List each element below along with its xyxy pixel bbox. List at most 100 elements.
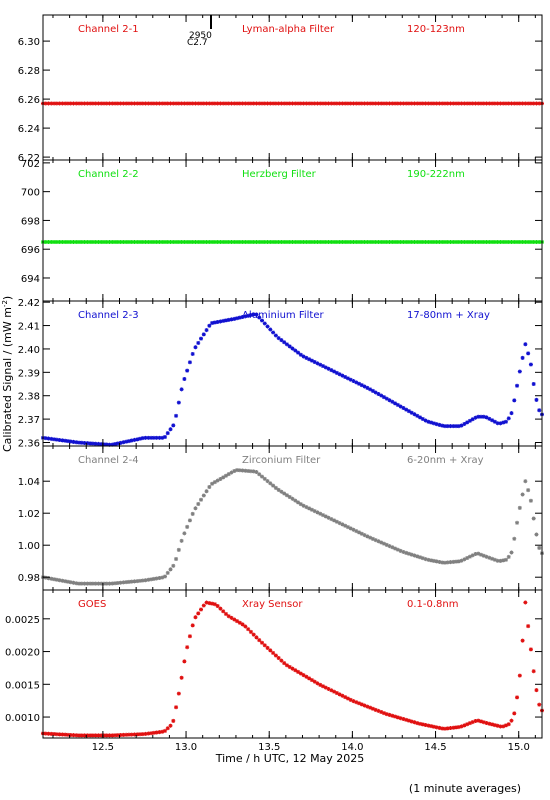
data-point	[143, 731, 148, 736]
data-point	[99, 442, 104, 447]
data-point	[154, 730, 159, 735]
panel-4: 0.98 1.00 1.02 1.04 Channel 2-4 Zirconium Fil…	[18, 445, 544, 591]
data-point	[370, 388, 375, 393]
data-point	[307, 676, 312, 681]
data-point	[74, 581, 79, 586]
data-point	[121, 101, 126, 106]
data-point	[376, 539, 381, 544]
data-point	[329, 240, 334, 245]
data-point	[226, 101, 231, 106]
data-point	[517, 673, 522, 678]
data-point	[315, 361, 320, 366]
data-point	[509, 718, 514, 723]
data-point	[418, 555, 423, 560]
data-point	[96, 101, 101, 106]
data-point	[115, 101, 120, 106]
data-point	[365, 385, 370, 390]
data-point	[124, 101, 129, 106]
data-point	[268, 240, 273, 245]
data-point	[65, 579, 70, 584]
data-point	[326, 686, 331, 691]
x-tick-label: 15.0	[508, 742, 530, 753]
data-point	[296, 350, 301, 355]
averaging-note: (1 minute averages)	[409, 782, 521, 795]
data-point	[487, 240, 492, 245]
data-point	[318, 511, 323, 516]
data-point	[351, 527, 356, 532]
data-point	[390, 545, 395, 550]
data-point	[104, 733, 109, 738]
data-point	[362, 384, 367, 389]
data-point	[326, 515, 331, 520]
data-point	[315, 240, 320, 245]
data-point	[498, 724, 503, 729]
data-point	[199, 101, 204, 106]
data-point	[348, 240, 353, 245]
data-point	[207, 323, 212, 328]
data-point	[470, 417, 475, 422]
data-point	[332, 518, 337, 523]
data-point	[71, 580, 76, 585]
data-point	[312, 101, 317, 106]
data-point	[343, 374, 348, 379]
data-point	[537, 702, 542, 707]
data-point	[79, 240, 84, 245]
data-point	[332, 689, 337, 694]
data-point	[393, 101, 398, 106]
data-point	[420, 416, 425, 421]
data-point	[337, 101, 342, 106]
data-point	[201, 240, 206, 245]
data-point	[368, 705, 373, 710]
data-point	[287, 495, 292, 500]
data-point	[368, 240, 373, 245]
data-point	[329, 517, 334, 522]
data-point	[318, 240, 323, 245]
data-point	[135, 732, 140, 737]
panel-4-frame	[42, 445, 543, 591]
data-point	[437, 725, 442, 730]
data-point	[201, 332, 206, 337]
data-point	[140, 240, 145, 245]
data-point	[492, 419, 497, 424]
data-point	[182, 101, 187, 106]
data-point	[528, 101, 533, 106]
data-point	[537, 240, 542, 245]
data-point	[113, 442, 118, 447]
data-point	[393, 240, 398, 245]
data-point	[481, 414, 486, 419]
data-point	[63, 240, 68, 245]
data-point	[232, 468, 237, 473]
y-tick-label: 2.42	[18, 298, 40, 309]
data-point	[154, 101, 159, 106]
data-point	[99, 733, 104, 738]
x-tick-label: 13.5	[258, 742, 280, 753]
data-point	[334, 691, 339, 696]
y-tick-label: 0.98	[18, 573, 40, 584]
data-point	[348, 101, 353, 106]
data-point	[260, 474, 265, 479]
panel-3: 2.36 2.37 2.38 2.39 2.40 2.41 2.42 Channel 2-3 A…	[18, 298, 544, 449]
data-point	[77, 440, 82, 445]
data-point	[85, 101, 90, 106]
data-point	[426, 419, 431, 424]
data-point	[71, 101, 76, 106]
data-point	[243, 314, 248, 319]
data-point	[104, 240, 109, 245]
data-point	[232, 617, 237, 622]
data-point	[193, 101, 198, 106]
data-point	[187, 634, 192, 639]
data-point	[210, 101, 215, 106]
data-point	[362, 533, 367, 538]
data-point	[393, 546, 398, 551]
data-point	[43, 436, 48, 441]
data-point	[465, 240, 470, 245]
data-point	[473, 552, 478, 556]
data-point	[345, 696, 350, 701]
data-point	[54, 240, 59, 245]
data-point	[309, 240, 314, 245]
data-point	[434, 240, 439, 245]
data-point	[506, 101, 511, 106]
data-point	[462, 101, 467, 106]
data-point	[118, 580, 123, 585]
data-point	[534, 688, 539, 693]
